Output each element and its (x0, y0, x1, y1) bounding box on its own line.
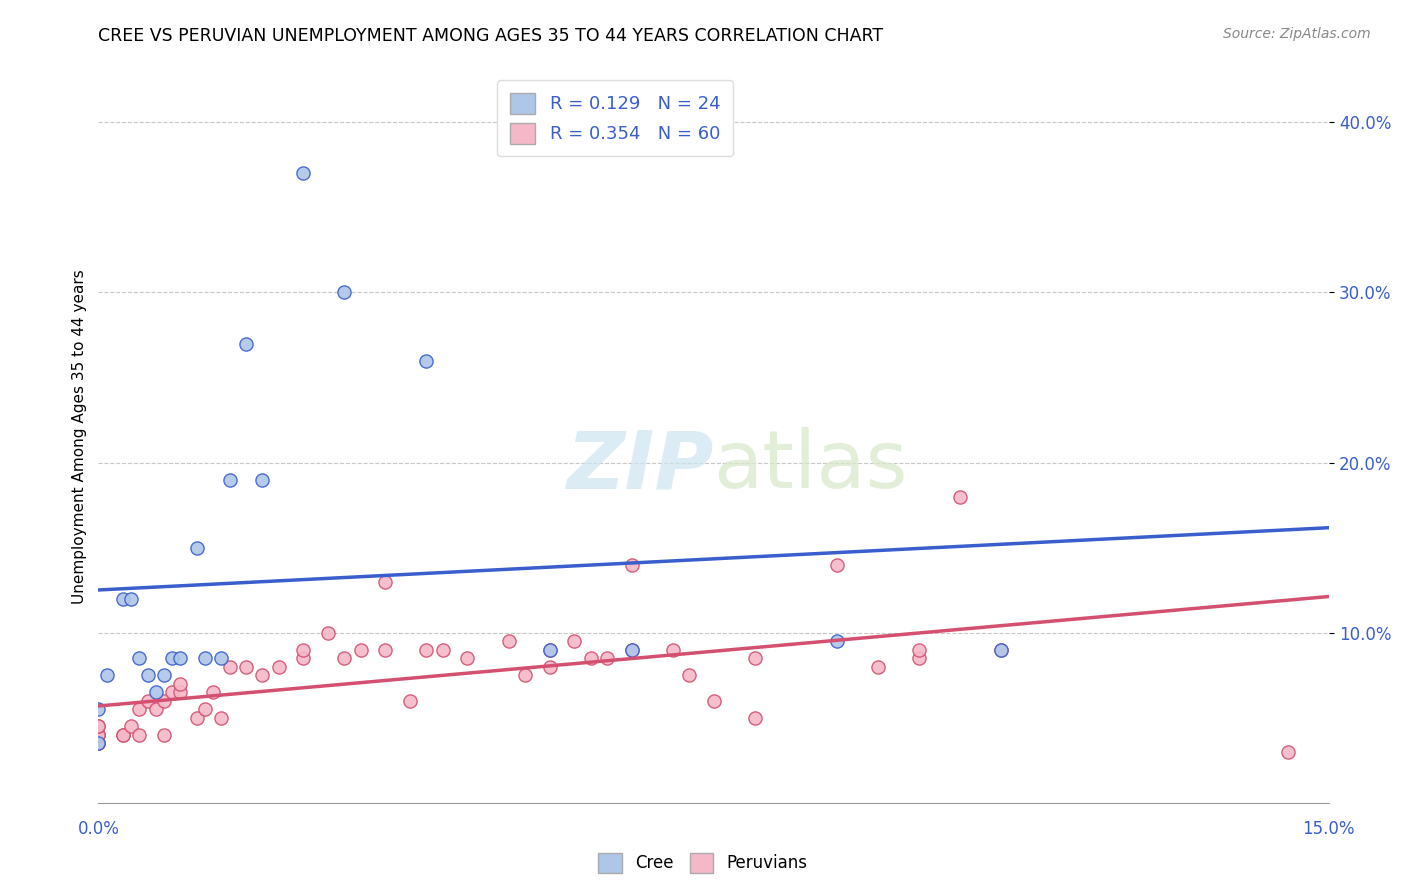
Y-axis label: Unemployment Among Ages 35 to 44 years: Unemployment Among Ages 35 to 44 years (72, 269, 87, 605)
Point (513, 668, 536, 682)
Point (87, 728, 110, 742)
Point (333, 651, 356, 665)
Point (374, 574, 396, 589)
Point (87, 736, 110, 750)
Point (87, 728, 110, 742)
Point (432, 642, 454, 657)
Point (538, 659, 561, 673)
Point (87, 728, 110, 742)
Point (538, 642, 561, 657)
Text: atlas: atlas (714, 427, 908, 506)
Point (661, 642, 683, 657)
Point (399, 694, 422, 708)
Point (96, 668, 118, 682)
Point (292, 642, 315, 657)
Point (990, 642, 1012, 657)
Point (87, 736, 110, 750)
Point (153, 728, 176, 742)
Point (579, 651, 602, 665)
Point (316, 625, 339, 640)
Point (350, 642, 373, 657)
Text: 15.0%: 15.0% (1302, 820, 1355, 838)
Point (825, 558, 848, 572)
Point (202, 685, 225, 699)
Point (218, 659, 240, 673)
Point (87, 719, 110, 733)
Point (252, 473, 274, 487)
Point (562, 634, 585, 648)
Point (990, 642, 1012, 657)
Point (596, 651, 619, 665)
Text: CREE VS PERUVIAN UNEMPLOYMENT AMONG AGES 35 TO 44 YEARS CORRELATION CHART: CREE VS PERUVIAN UNEMPLOYMENT AMONG AGES… (98, 27, 883, 45)
Point (112, 728, 135, 742)
Point (235, 659, 257, 673)
Point (292, 651, 315, 665)
Point (145, 685, 167, 699)
Point (194, 702, 217, 716)
Point (949, 490, 972, 504)
Point (128, 702, 150, 716)
Point (907, 651, 929, 665)
Point (415, 353, 437, 368)
Point (112, 591, 135, 606)
Point (120, 719, 142, 733)
Point (136, 668, 159, 682)
Point (211, 651, 233, 665)
Point (744, 711, 766, 725)
Point (145, 702, 167, 716)
Point (620, 558, 643, 572)
Point (169, 685, 191, 699)
Text: 0.0%: 0.0% (77, 820, 120, 838)
Point (538, 642, 561, 657)
Legend: R = 0.129   N = 24, R = 0.354   N = 60: R = 0.129 N = 24, R = 0.354 N = 60 (498, 80, 733, 156)
Point (267, 659, 290, 673)
Text: Source: ZipAtlas.com: Source: ZipAtlas.com (1223, 27, 1371, 41)
Point (120, 591, 142, 606)
Point (87, 736, 110, 750)
Point (194, 651, 217, 665)
Point (825, 634, 848, 648)
Point (136, 694, 159, 708)
Point (498, 634, 520, 648)
Point (292, 166, 315, 180)
Point (87, 702, 110, 716)
Point (162, 685, 183, 699)
Point (128, 728, 150, 742)
Point (128, 651, 150, 665)
Text: ZIP: ZIP (567, 427, 714, 506)
Point (112, 728, 135, 742)
Legend: Cree, Peruvians: Cree, Peruvians (592, 847, 814, 880)
Point (186, 711, 208, 725)
Point (235, 336, 257, 351)
Point (162, 651, 183, 665)
Point (866, 659, 889, 673)
Point (1277, 745, 1299, 759)
Point (218, 473, 240, 487)
Point (678, 668, 700, 682)
Point (457, 651, 479, 665)
Point (907, 642, 929, 657)
Point (620, 642, 643, 657)
Point (333, 285, 356, 300)
Point (169, 651, 191, 665)
Point (252, 668, 274, 682)
Point (169, 677, 191, 691)
Point (87, 736, 110, 750)
Point (703, 694, 725, 708)
Point (374, 642, 396, 657)
Point (87, 719, 110, 733)
Point (211, 711, 233, 725)
Point (620, 642, 643, 657)
Point (186, 541, 208, 555)
Point (153, 668, 176, 682)
Point (744, 651, 766, 665)
Point (153, 694, 176, 708)
Point (415, 642, 437, 657)
